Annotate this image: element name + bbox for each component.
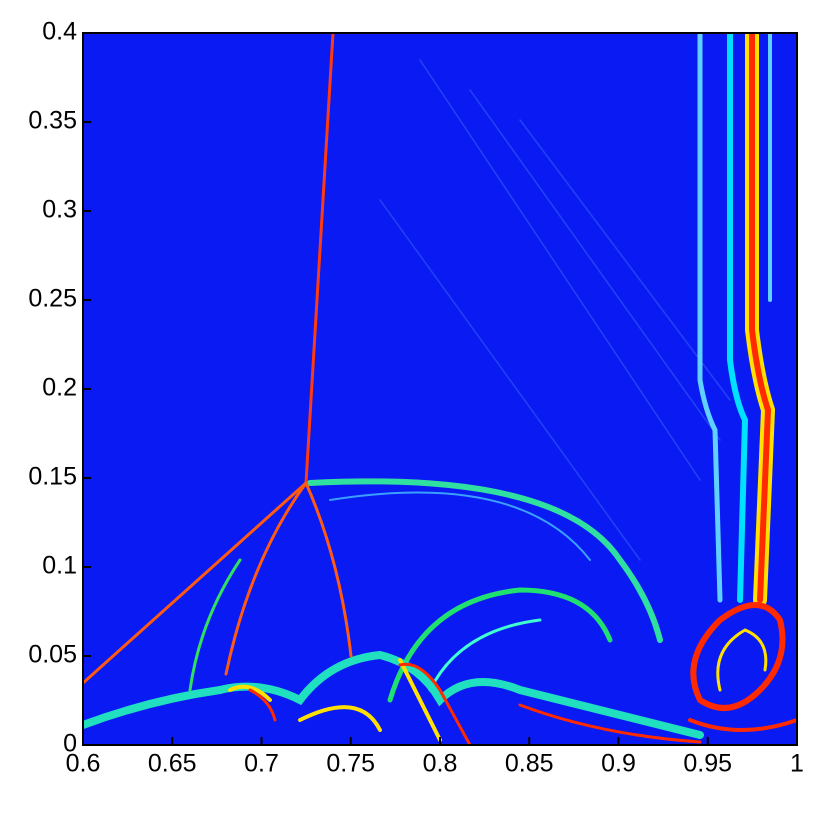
jet-core xyxy=(749,33,772,603)
x-tick-label: 0.85 xyxy=(505,750,554,778)
y-tick-label: 0.4 xyxy=(42,18,77,46)
x-tick-label: 0.9 xyxy=(601,750,636,778)
y-tick-label: 0.35 xyxy=(28,107,77,135)
incident-shock xyxy=(83,481,308,685)
field-background xyxy=(83,33,797,745)
mach-stem xyxy=(304,33,335,485)
vortex-arc xyxy=(387,587,613,703)
y-tick-label: 0.3 xyxy=(42,196,77,224)
faint-waves xyxy=(379,59,731,561)
y-tick-label: 0.25 xyxy=(28,285,77,313)
reflected-shock xyxy=(224,481,308,676)
vortex xyxy=(688,718,797,732)
x-tick-label: 0.65 xyxy=(148,750,197,778)
x-tick-label: 0.6 xyxy=(66,750,101,778)
y-tick-label: 0 xyxy=(63,730,77,758)
x-tick-label: 0.75 xyxy=(326,750,375,778)
mixing-layer xyxy=(83,650,704,739)
vortex xyxy=(716,628,768,692)
vortex-arc xyxy=(428,618,542,692)
x-tick-label: 0.7 xyxy=(244,750,279,778)
y-tick-label: 0.05 xyxy=(28,641,77,669)
x-tick-label: 1 xyxy=(790,750,804,778)
jet-edge xyxy=(727,33,749,603)
y-tick-label: 0.1 xyxy=(42,552,77,580)
mixing-layer xyxy=(248,662,702,745)
bow-shock xyxy=(307,478,663,643)
x-tick-label: 0.8 xyxy=(423,750,458,778)
secondary-wave xyxy=(188,558,242,692)
reflected-shock xyxy=(304,481,353,658)
vortex xyxy=(690,602,786,711)
field-features xyxy=(83,33,797,745)
mixing-layer xyxy=(228,658,442,742)
y-tick-label: 0.15 xyxy=(28,463,77,491)
jet-edge xyxy=(697,33,723,603)
axes: 0.6 0.65 0.7 0.75 0.8 0.85 0.9 0.95 1 0 0.05 0.1 0.1… xyxy=(28,18,804,778)
reflected-wave xyxy=(329,491,591,561)
x-tick-label: 0.95 xyxy=(683,750,732,778)
y-tick-label: 0.2 xyxy=(42,374,77,402)
